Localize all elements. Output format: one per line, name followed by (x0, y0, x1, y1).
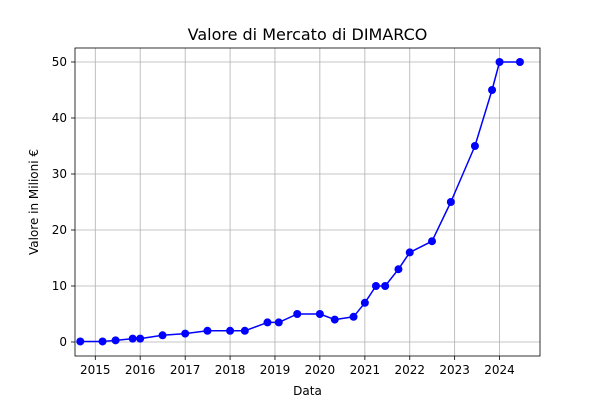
x-tick-label: 2018 (215, 363, 246, 377)
data-point (263, 318, 272, 327)
data-point (349, 312, 358, 321)
data-point (203, 326, 212, 335)
data-point (240, 326, 249, 335)
plot-frame (74, 47, 541, 357)
data-point (495, 58, 504, 66)
chart-title: Valore di Mercato di DIMARCO (188, 25, 428, 44)
y-tick-label: 0 (59, 335, 67, 349)
data-point (98, 337, 107, 346)
x-tick-label: 2019 (260, 363, 291, 377)
x-tick-label: 2020 (305, 363, 336, 377)
data-point (158, 331, 167, 340)
data-point (381, 282, 390, 290)
data-point (181, 329, 190, 338)
y-tick-label: 30 (52, 167, 67, 181)
data-point (428, 237, 437, 246)
data-point (136, 334, 145, 343)
grid (75, 48, 540, 356)
data-point (76, 337, 85, 346)
data-point (274, 318, 283, 327)
series (76, 58, 524, 346)
y-tick-label: 20 (52, 223, 67, 237)
data-point (405, 248, 414, 257)
x-tick-label: 2016 (125, 363, 156, 377)
data-point (330, 315, 339, 324)
data-point (446, 198, 455, 206)
data-point (315, 310, 324, 318)
x-tick-label: 2023 (439, 363, 470, 377)
data-point (470, 142, 479, 150)
x-axis-label: Data (293, 384, 322, 398)
data-point (293, 310, 302, 318)
x-tick-label: 2017 (170, 363, 201, 377)
y-axis-label: Valore in Milioni € (27, 149, 41, 255)
data-point (371, 282, 380, 290)
data-point (515, 58, 524, 66)
x-tick-label: 2024 (484, 363, 515, 377)
x-tick-label: 2015 (80, 363, 111, 377)
y-tick-label: 50 (52, 55, 67, 69)
y-tick-label: 40 (52, 111, 67, 125)
data-point (488, 86, 497, 94)
axis-ticks: 2015 2016 2017 2018 2019 2020 2021 2022 2023 2024… (52, 55, 515, 377)
data-point (111, 336, 120, 345)
data-point (394, 265, 403, 274)
data-point (128, 334, 137, 343)
x-tick-label: 2021 (350, 363, 381, 377)
data-point (360, 298, 369, 307)
x-tick-label: 2022 (394, 363, 425, 377)
data-point (226, 326, 235, 335)
y-tick-label: 10 (52, 279, 67, 293)
